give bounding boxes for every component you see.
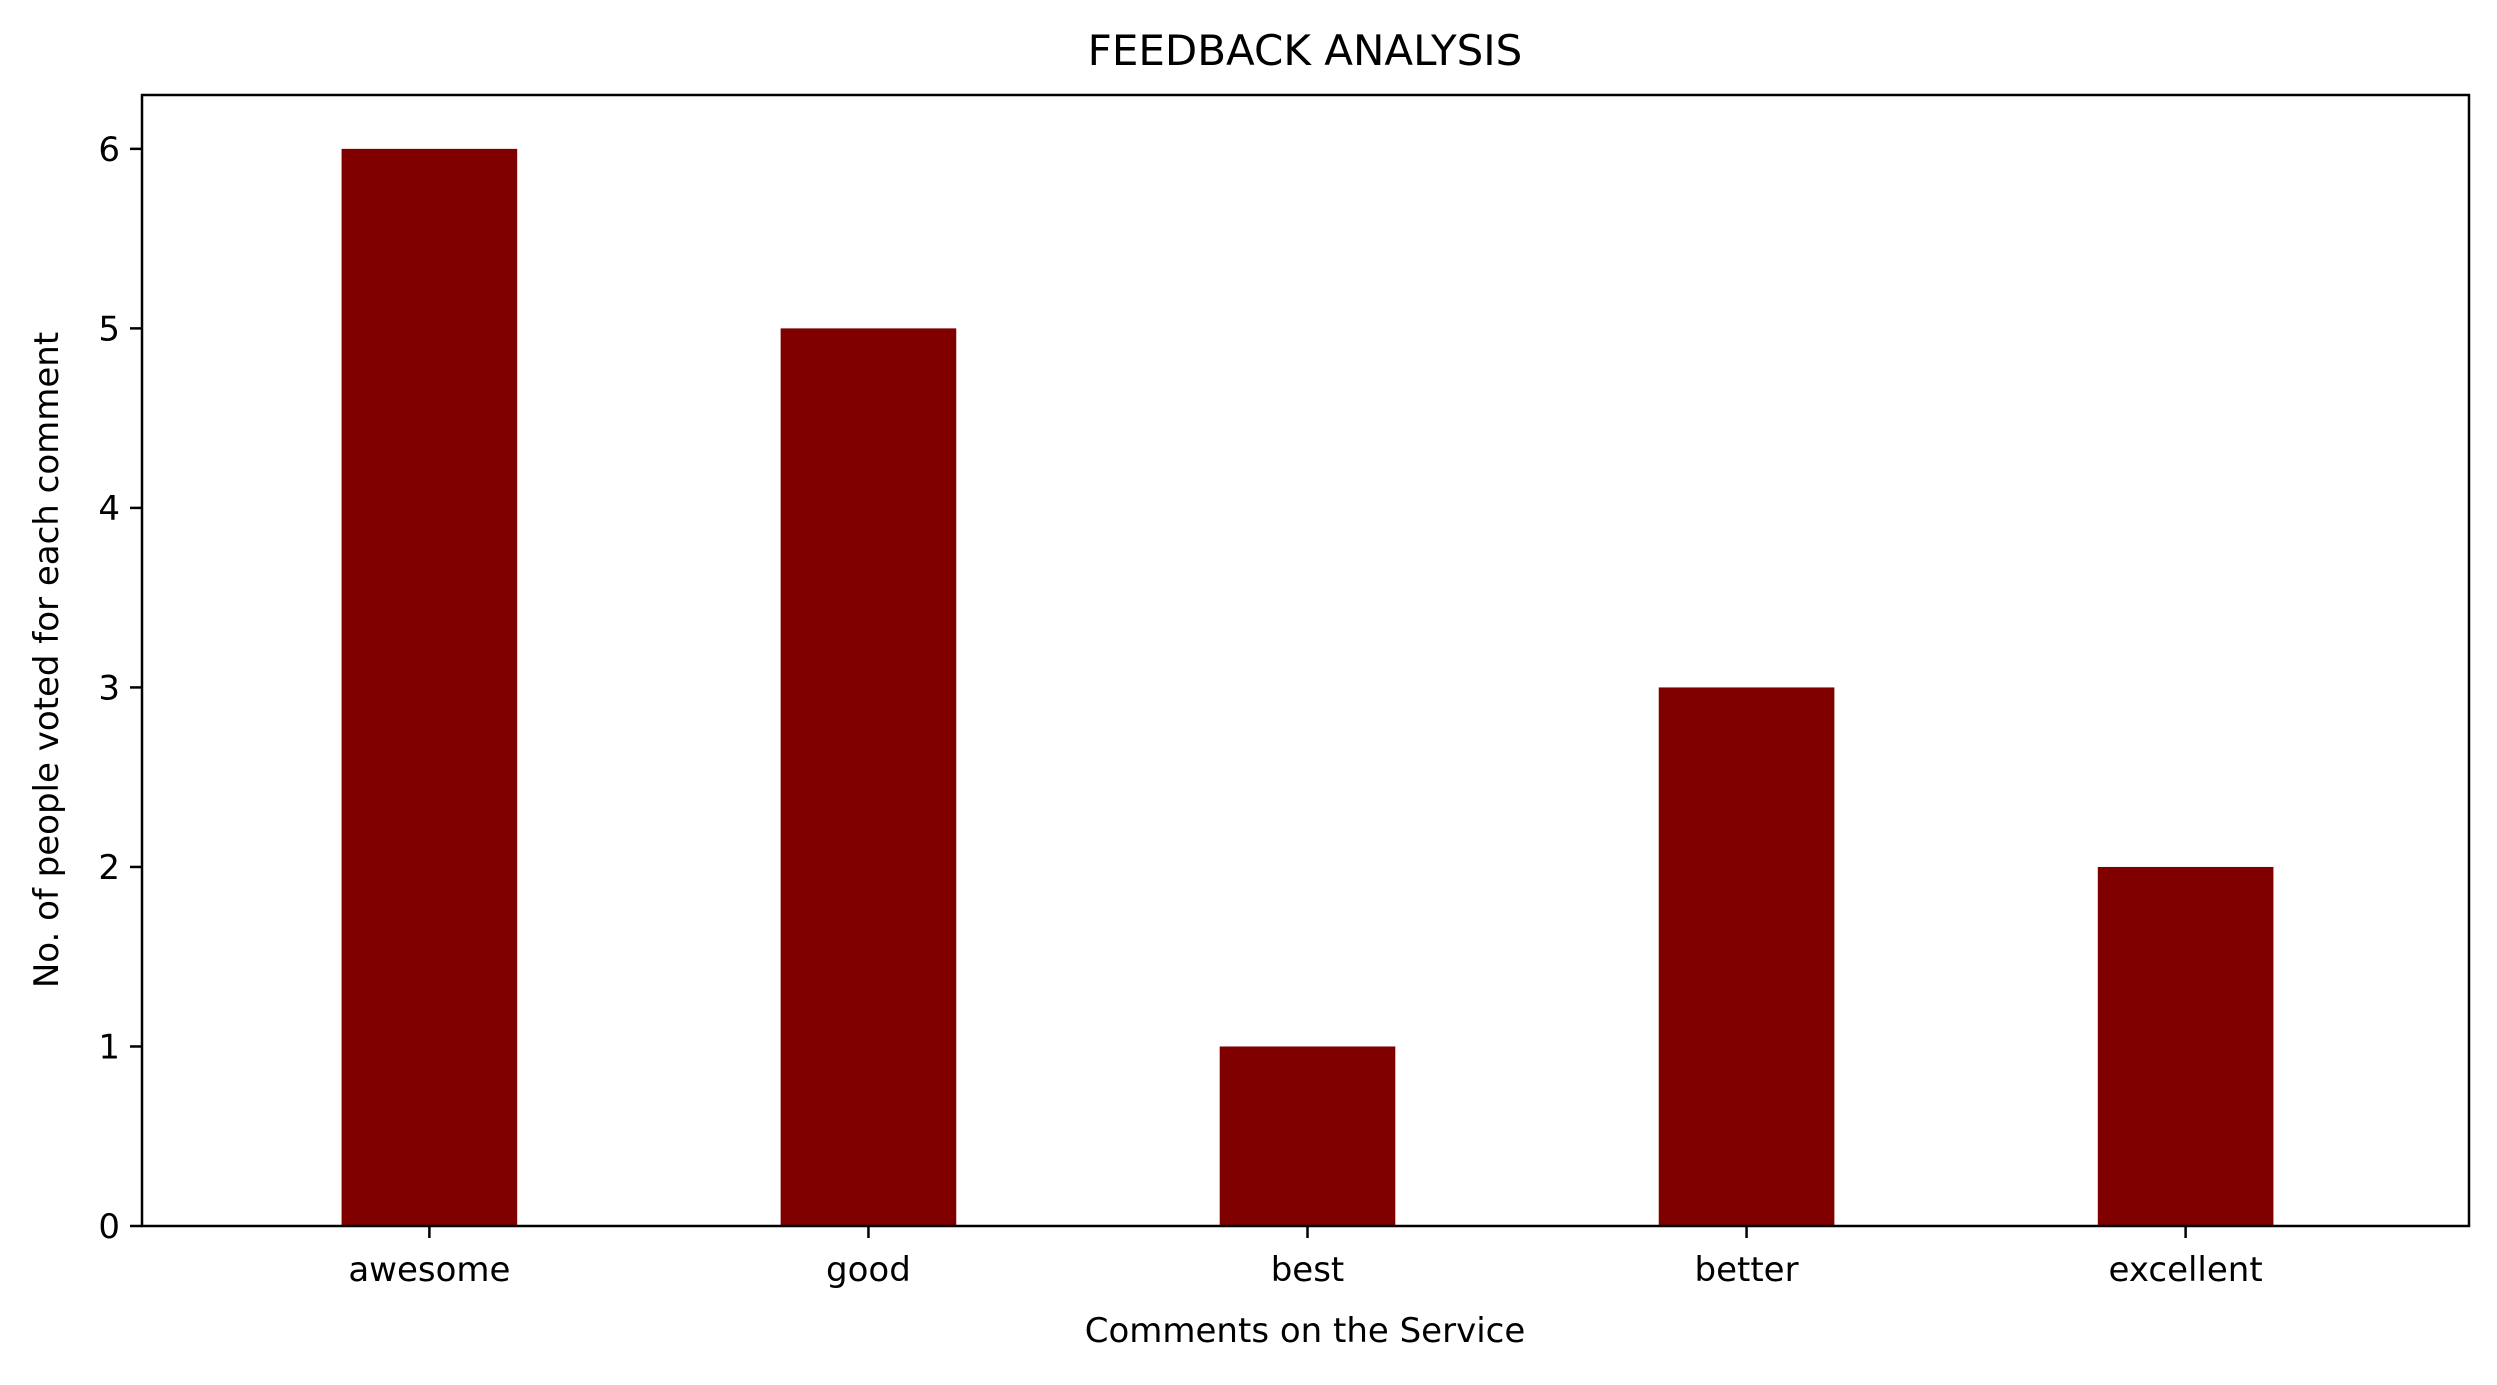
bar-better xyxy=(1658,687,1835,1226)
x-axis-ticks: awesome good best better excellent xyxy=(348,1226,2263,1290)
y-tick-label-1: 1 xyxy=(98,1027,120,1067)
bar-excellent xyxy=(2097,866,2274,1226)
y-tick-label-3: 3 xyxy=(98,668,120,708)
y-tick-label-4: 4 xyxy=(98,489,120,529)
y-tick-label-5: 5 xyxy=(98,309,120,349)
x-tick-label-awesome: awesome xyxy=(348,1250,510,1290)
bar-awesome xyxy=(341,148,518,1226)
y-tick-label-2: 2 xyxy=(98,848,120,888)
x-tick-label-best: best xyxy=(1271,1250,1345,1290)
bar-good xyxy=(780,328,957,1226)
bars xyxy=(341,148,2274,1226)
plot-area-frame xyxy=(140,93,2471,1228)
y-tick-label-0: 0 xyxy=(98,1207,120,1247)
x-tick-label-excellent: excellent xyxy=(2109,1250,2263,1290)
y-axis-title: No. of people voted for each comment xyxy=(27,332,67,988)
y-axis-ticks: 0 1 2 3 4 5 6 xyxy=(98,130,142,1247)
x-tick-label-good: good xyxy=(826,1250,911,1290)
chart-title: FEEDBACK ANALYSIS xyxy=(1088,26,1523,75)
x-tick-label-better: better xyxy=(1695,1250,1799,1290)
bar-best xyxy=(1219,1046,1396,1226)
y-tick-label-6: 6 xyxy=(98,130,120,170)
x-axis-title: Comments on the Service xyxy=(1085,1311,1526,1351)
